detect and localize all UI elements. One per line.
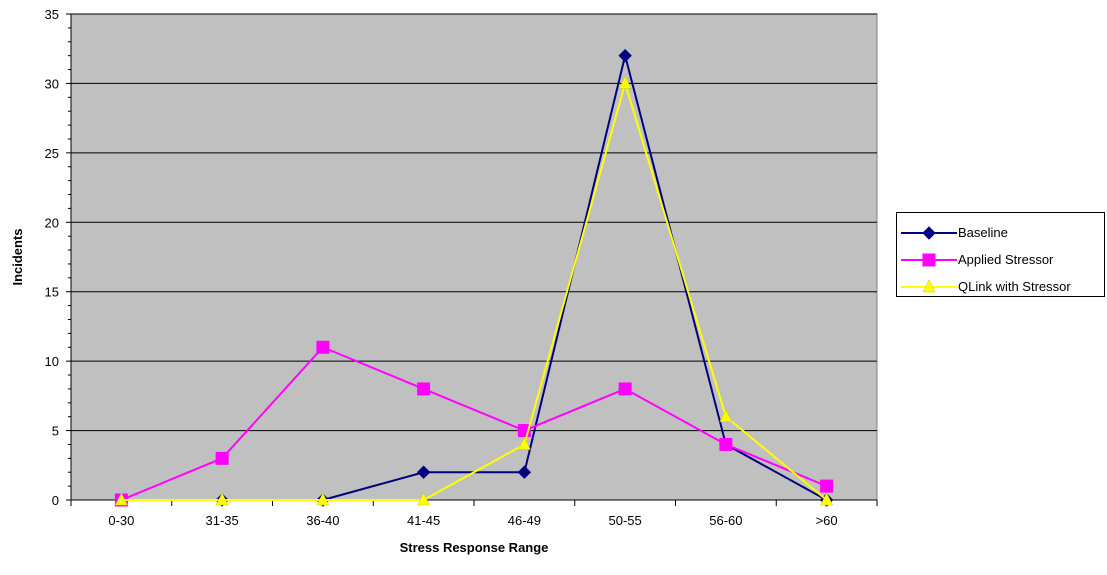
legend-swatch-baseline <box>901 226 957 240</box>
x-tick-label: 41-45 <box>407 513 440 528</box>
x-axis-title: Stress Response Range <box>400 540 549 555</box>
series-applied-stressor <box>114 340 834 507</box>
y-tick-label: 5 <box>52 424 59 439</box>
y-tick-label: 15 <box>45 285 59 300</box>
data-point <box>517 465 532 479</box>
x-axis-ticks: 0-30 31-35 36-40 41-45 46-49 50-55 56-60 >60 <box>70 500 878 528</box>
plot-area <box>70 13 878 501</box>
legend-label: QLink with Stressor <box>958 279 1071 294</box>
legend-marker <box>922 226 936 240</box>
data-point <box>215 492 229 506</box>
y-tick-label: 30 <box>45 76 59 91</box>
data-point <box>416 465 431 479</box>
legend-swatch-qlink-with-stressor <box>901 279 957 293</box>
x-tick-label: 36-40 <box>306 513 339 528</box>
legend-label: Applied Stressor <box>958 252 1054 267</box>
data-point <box>719 437 733 451</box>
legend: Baseline Applied Stressor QLink with Str… <box>896 212 1105 297</box>
legend-item-applied-stressor: Applied Stressor <box>897 250 1104 270</box>
series-line <box>120 346 828 501</box>
data-point <box>820 492 834 506</box>
legend-marker <box>922 279 936 293</box>
y-axis-ticks: 0 5 10 15 20 25 30 35 <box>45 7 71 508</box>
data-point <box>618 48 632 63</box>
x-tick-label: 31-35 <box>206 513 239 528</box>
data-point <box>417 382 431 396</box>
data-point <box>719 409 733 422</box>
y-tick-label: 20 <box>45 215 59 230</box>
x-tick-label: 46-49 <box>508 513 541 528</box>
x-tick-label: 56-60 <box>709 513 742 528</box>
legend-item-baseline: Baseline <box>897 223 1104 243</box>
data-point <box>114 492 128 506</box>
data-point <box>820 479 834 493</box>
data-point <box>215 451 229 465</box>
legend-item-qlink-with-stressor: QLink with Stressor <box>897 277 1104 297</box>
y-axis-title: Incidents <box>10 228 25 285</box>
data-point <box>618 382 632 396</box>
y-tick-label: 10 <box>45 354 59 369</box>
data-point <box>417 492 431 506</box>
data-point <box>316 340 330 354</box>
legend-swatch-applied-stressor <box>901 253 957 267</box>
data-point <box>316 492 330 506</box>
y-tick-label: 25 <box>45 146 59 161</box>
legend-marker <box>922 253 936 267</box>
x-tick-label: 50-55 <box>609 513 642 528</box>
x-tick-label: 0-30 <box>108 513 134 528</box>
series-group <box>114 48 834 507</box>
legend-label: Baseline <box>958 225 1008 240</box>
series-qlink-with-stressor <box>114 75 834 506</box>
x-tick-label: >60 <box>816 513 838 528</box>
series-line <box>121 79 828 501</box>
y-tick-label: 35 <box>45 7 59 22</box>
data-point <box>517 436 531 450</box>
y-tick-label: 0 <box>52 493 59 508</box>
data-point <box>618 75 632 89</box>
